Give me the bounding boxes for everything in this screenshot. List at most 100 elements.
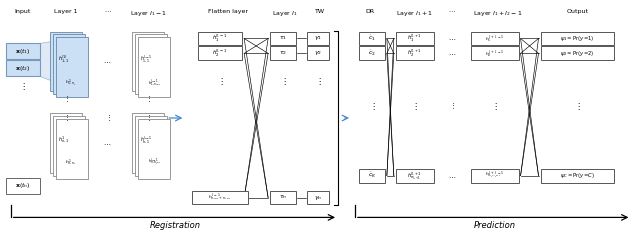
Text: $\vdots$: $\vdots$ <box>145 94 151 104</box>
Text: $\cdots$: $\cdots$ <box>447 173 456 179</box>
Text: $h_1^{l_1-1}$: $h_1^{l_1-1}$ <box>212 33 228 44</box>
Text: $\vdots$: $\vdots$ <box>492 101 498 112</box>
Text: $\vdots$: $\vdots$ <box>19 81 26 92</box>
FancyBboxPatch shape <box>52 34 84 94</box>
FancyBboxPatch shape <box>470 46 518 60</box>
Text: Layer $l_1+1$: Layer $l_1+1$ <box>396 9 433 18</box>
Text: $\cdots$: $\cdots$ <box>104 9 111 14</box>
FancyBboxPatch shape <box>270 191 296 204</box>
FancyBboxPatch shape <box>138 119 170 179</box>
FancyBboxPatch shape <box>56 119 88 179</box>
Text: Layer $l_1-1$: Layer $l_1-1$ <box>130 9 167 18</box>
Text: Flatten layer: Flatten layer <box>208 9 248 14</box>
Text: $\vdots$: $\vdots$ <box>315 76 321 87</box>
FancyBboxPatch shape <box>396 46 434 60</box>
FancyBboxPatch shape <box>359 32 385 45</box>
Text: $\gamma_2$: $\gamma_2$ <box>314 49 322 57</box>
Text: $\tau_2$: $\tau_2$ <box>279 49 287 57</box>
Text: DR: DR <box>365 9 374 14</box>
Text: $h^{l_1\!-\!1}_{1,n_{l_1\!-\!1}}$: $h^{l_1\!-\!1}_{1,n_{l_1\!-\!1}}$ <box>148 77 161 89</box>
Text: $h_1^{l_1+l_2-1}$: $h_1^{l_1+l_2-1}$ <box>485 33 504 44</box>
FancyBboxPatch shape <box>396 169 434 183</box>
Text: $h_1^{l_1+1}$: $h_1^{l_1+1}$ <box>407 33 422 44</box>
Text: $\psi_1 = \mathrm{Pr}(y\!=\!1)$: $\psi_1 = \mathrm{Pr}(y\!=\!1)$ <box>560 34 595 43</box>
FancyBboxPatch shape <box>6 60 40 76</box>
FancyBboxPatch shape <box>56 38 88 97</box>
Text: $\cdots$: $\cdots$ <box>104 58 111 64</box>
Text: $\psi_2 = \mathrm{Pr}(y\!=\!2)$: $\psi_2 = \mathrm{Pr}(y\!=\!2)$ <box>560 49 595 58</box>
Text: $\vdots$: $\vdots$ <box>63 113 68 123</box>
Text: $\tilde{c}_1$: $\tilde{c}_1$ <box>368 34 376 43</box>
FancyBboxPatch shape <box>132 32 164 91</box>
Text: $h^{l_1\!-\!1}_{n,n_{l_1\!-\!1}}$: $h^{l_1\!-\!1}_{n,n_{l_1\!-\!1}}$ <box>148 157 161 168</box>
Polygon shape <box>40 42 52 81</box>
Text: $\psi_C = \mathrm{Pr}(y\!=\!C)$: $\psi_C = \mathrm{Pr}(y\!=\!C)$ <box>560 171 595 180</box>
Text: $\mathbf{x}(t_2)$: $\mathbf{x}(t_2)$ <box>15 64 31 73</box>
Text: TW: TW <box>315 9 325 14</box>
FancyBboxPatch shape <box>359 46 385 60</box>
Text: $h^{l_1\!-\!1}_{1,1}$: $h^{l_1\!-\!1}_{1,1}$ <box>140 53 152 64</box>
Text: $\mathbf{x}(t_n)$: $\mathbf{x}(t_n)$ <box>15 181 31 190</box>
FancyBboxPatch shape <box>198 46 242 60</box>
FancyBboxPatch shape <box>52 116 84 176</box>
Text: Layer $l_1+l_2-1$: Layer $l_1+l_2-1$ <box>473 9 522 18</box>
Text: $\cdots$: $\cdots$ <box>447 35 456 42</box>
Text: Layer 1: Layer 1 <box>54 9 77 14</box>
FancyBboxPatch shape <box>49 113 81 173</box>
FancyBboxPatch shape <box>307 191 329 204</box>
FancyBboxPatch shape <box>541 32 614 45</box>
FancyBboxPatch shape <box>541 46 614 60</box>
Text: $h_{h_{l_1-1}+n_{l_1-1}}^{l_1-1}$: $h_{h_{l_1-1}+n_{l_1-1}}^{l_1-1}$ <box>209 192 232 203</box>
Text: $\vdots$: $\vdots$ <box>145 113 151 123</box>
Text: $h^1_{n,n_1}$: $h^1_{n,n_1}$ <box>65 157 76 168</box>
Text: $\tilde{c}_2$: $\tilde{c}_2$ <box>368 49 376 58</box>
FancyBboxPatch shape <box>359 169 385 183</box>
Text: $h_{n_{l_1+1}}^{l_1+1}$: $h_{n_{l_1+1}}^{l_1+1}$ <box>407 170 422 181</box>
Text: $\vdots$: $\vdots$ <box>280 76 286 87</box>
Text: $h_2^{l_1+l_2-1}$: $h_2^{l_1+l_2-1}$ <box>485 48 504 59</box>
FancyBboxPatch shape <box>470 32 518 45</box>
FancyBboxPatch shape <box>138 38 170 97</box>
Text: $\vdots$: $\vdots$ <box>104 113 110 123</box>
Text: Output: Output <box>566 9 588 14</box>
FancyBboxPatch shape <box>396 32 434 45</box>
Text: $h_{n_{l_1+l_2-1}}^{l_1+l_2-1}$: $h_{n_{l_1+l_2-1}}^{l_1+l_2-1}$ <box>485 170 504 181</box>
Text: $\gamma_1$: $\gamma_1$ <box>314 34 322 42</box>
Text: $h^{l_1\!-\!1}_{n,1}$: $h^{l_1\!-\!1}_{n,1}$ <box>140 135 152 145</box>
Text: $\vdots$: $\vdots$ <box>369 101 375 112</box>
FancyBboxPatch shape <box>136 34 167 94</box>
FancyBboxPatch shape <box>270 46 296 60</box>
Text: $\vdots$: $\vdots$ <box>574 101 580 112</box>
Text: $\tau_1$: $\tau_1$ <box>279 34 287 42</box>
FancyBboxPatch shape <box>132 113 164 173</box>
Text: $\cdots$: $\cdots$ <box>104 140 111 146</box>
Text: $\cdots$: $\cdots$ <box>448 9 456 14</box>
FancyBboxPatch shape <box>198 32 242 45</box>
FancyBboxPatch shape <box>307 46 329 60</box>
Text: $\cdots$: $\cdots$ <box>447 50 456 56</box>
Text: $h_2^{l_1+1}$: $h_2^{l_1+1}$ <box>407 48 422 59</box>
FancyBboxPatch shape <box>192 191 248 204</box>
Text: Prediction: Prediction <box>474 221 516 230</box>
Text: Input: Input <box>15 9 31 14</box>
Text: $h^{(1)}_{1,1}$: $h^{(1)}_{1,1}$ <box>58 53 69 64</box>
Text: $\gamma_n$: $\gamma_n$ <box>314 194 322 202</box>
FancyBboxPatch shape <box>307 32 329 45</box>
FancyBboxPatch shape <box>470 169 518 183</box>
Text: $\tilde{c}_K$: $\tilde{c}_K$ <box>367 171 376 180</box>
FancyBboxPatch shape <box>49 32 81 91</box>
Text: $h^1_{1,n_1}$: $h^1_{1,n_1}$ <box>65 77 76 88</box>
FancyBboxPatch shape <box>6 178 40 194</box>
FancyBboxPatch shape <box>136 116 167 176</box>
Text: Layer $l_1$: Layer $l_1$ <box>272 9 298 18</box>
Text: $\mathbf{x}(t_1)$: $\mathbf{x}(t_1)$ <box>15 47 31 56</box>
Text: $\vdots$: $\vdots$ <box>217 76 223 87</box>
Text: $\vdots$: $\vdots$ <box>63 94 68 104</box>
Text: $h^1_{n,1}$: $h^1_{n,1}$ <box>58 135 69 145</box>
Text: $h_2^{l_1-1}$: $h_2^{l_1-1}$ <box>212 48 228 59</box>
Text: Registration: Registration <box>150 221 201 230</box>
FancyBboxPatch shape <box>541 169 614 183</box>
FancyBboxPatch shape <box>270 32 296 45</box>
Text: $\vdots$: $\vdots$ <box>412 101 418 112</box>
Text: $\vdots$: $\vdots$ <box>449 101 454 111</box>
